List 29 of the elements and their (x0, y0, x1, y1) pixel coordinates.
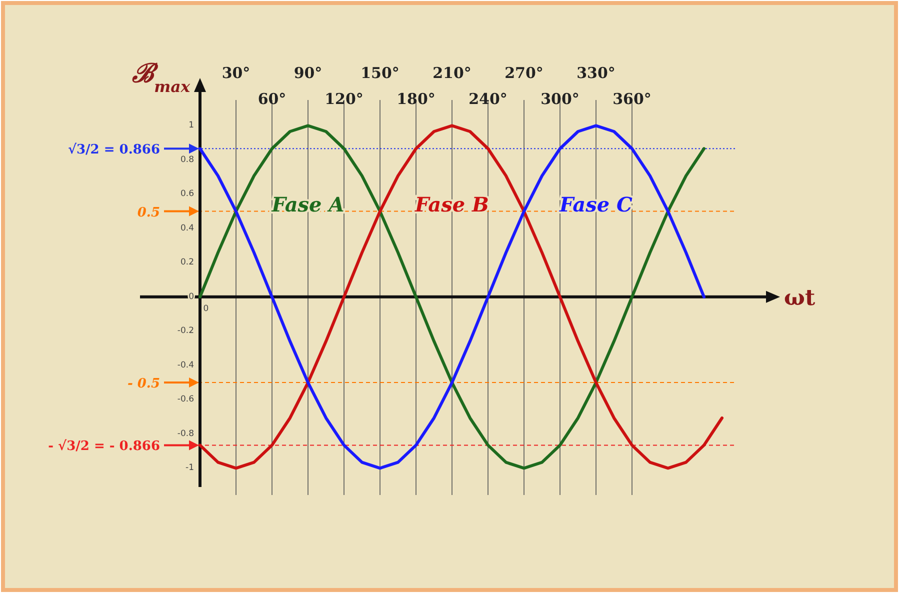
ref-line-label: - 0.5 (127, 376, 160, 392)
ref-line-label: √3/2 = 0.866 (68, 142, 160, 158)
ref-line-label: - √3/2 = - 0.866 (48, 439, 160, 454)
x-tick-label: 240° (468, 90, 508, 108)
x-tick-label: 360° (612, 90, 652, 108)
x2-tick-label: 270° (504, 64, 544, 82)
x-tick-label: 60° (258, 90, 286, 108)
y-tick-label: -0.8 (177, 428, 194, 439)
ref-line-label: 0.5 (137, 205, 160, 220)
x-axis-title: ωt (784, 284, 816, 311)
y-tick-label: -0.2 (177, 326, 194, 336)
x2-tick-label: 210° (432, 64, 472, 82)
x2-tick-label: 90° (294, 64, 322, 82)
x2-tick-label: 150° (360, 64, 400, 82)
annotation: 0 (203, 304, 209, 314)
y-tick-label: 1 (188, 120, 194, 131)
x2-tick-label: 30° (222, 64, 250, 82)
x2-tick-label: 330° (576, 64, 616, 82)
y-tick-label: 0.4 (180, 223, 194, 234)
y-tick-label: 0.2 (180, 258, 194, 268)
x-tick-label: 180° (396, 90, 436, 108)
y-tick-label: -1 (186, 463, 194, 474)
y-tick-label: 0.8 (180, 154, 194, 165)
y-tick-label: 0.6 (180, 189, 194, 200)
x-tick-label: 120° (324, 90, 364, 108)
y-axis-title: ℬ$_{max}$ (132, 59, 191, 96)
y-tick-label: -0.6 (177, 394, 194, 405)
x-tick-label: 300° (540, 90, 580, 108)
y-tick-label: -0.4 (177, 360, 194, 370)
